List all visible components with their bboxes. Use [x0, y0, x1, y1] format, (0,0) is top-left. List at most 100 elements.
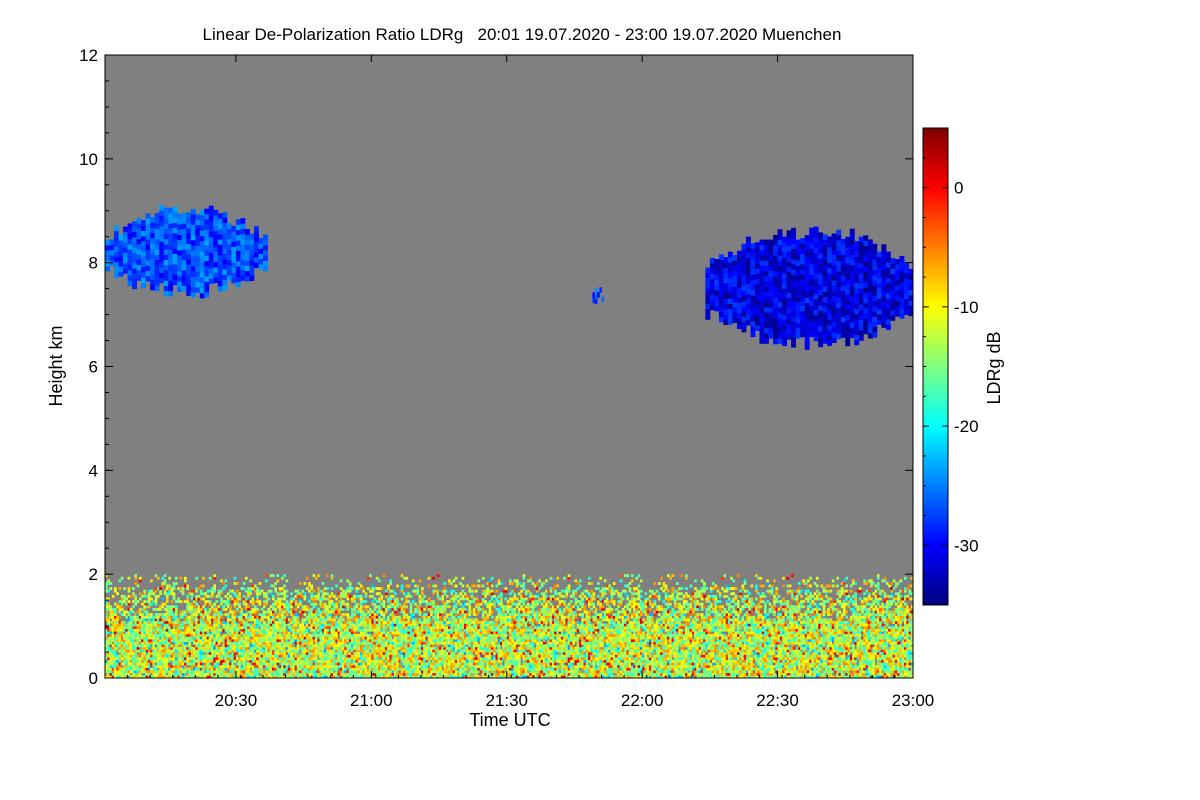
aerosol-cell — [269, 618, 273, 622]
aerosol-cell — [251, 657, 255, 661]
aerosol-cell — [362, 672, 365, 676]
aerosol-cell — [323, 670, 327, 674]
aerosol-cell — [312, 574, 316, 578]
cloud-cell — [908, 300, 913, 306]
aerosol-cell — [337, 670, 341, 674]
aerosol-cell — [371, 613, 374, 616]
aerosol-cell — [387, 662, 390, 666]
aerosol-cell — [222, 607, 226, 611]
aerosol-cell — [244, 623, 248, 627]
aerosol-cell — [263, 670, 266, 674]
aerosol-cell — [278, 597, 282, 601]
aerosol-cell — [305, 662, 309, 666]
aerosol-cell — [269, 628, 273, 632]
aerosol-cell — [305, 649, 309, 653]
aerosol-cell — [333, 649, 336, 653]
aerosol-cell — [373, 623, 377, 627]
aerosol-cell — [357, 602, 361, 606]
cloud-cell — [118, 266, 124, 272]
aerosol-cell — [193, 649, 196, 653]
cloud-cell — [755, 242, 760, 248]
aerosol-cell — [353, 605, 356, 609]
aerosol-cell — [276, 594, 280, 598]
aerosol-cell — [154, 597, 158, 601]
aerosol-cell — [116, 618, 119, 622]
aerosol-cell — [208, 639, 212, 642]
aerosol-cell — [360, 654, 363, 658]
aerosol-cell — [369, 610, 372, 614]
aerosol-cell — [337, 618, 341, 622]
aerosol-cell — [168, 641, 171, 645]
cloud-cell — [222, 222, 228, 229]
aerosol-cell — [161, 602, 165, 606]
cloud-cell — [195, 276, 201, 283]
cloud-cell — [818, 325, 824, 332]
aerosol-cell — [258, 641, 262, 645]
aerosol-cell — [281, 587, 284, 590]
aerosol-cell — [242, 659, 246, 663]
cloud-cell — [136, 259, 142, 266]
aerosol-cell — [375, 644, 379, 648]
aerosol-cell — [258, 675, 262, 678]
aerosol-cell — [156, 665, 160, 668]
aerosol-cell — [211, 607, 214, 611]
cloud-cell — [800, 284, 806, 291]
aerosol-cell — [197, 597, 201, 601]
cloud-cell — [177, 213, 183, 220]
aerosol-cell — [233, 633, 237, 637]
aerosol-cell — [301, 628, 305, 632]
cloud-cell — [876, 314, 882, 320]
aerosol-cell — [193, 607, 196, 611]
aerosol-cell — [317, 623, 320, 627]
cloud-cell — [231, 225, 237, 232]
cloud-cell — [768, 312, 774, 318]
aerosol-cell — [116, 662, 119, 666]
aerosol-cell — [226, 654, 230, 658]
aerosol-cell — [127, 657, 131, 661]
aerosol-cell — [287, 618, 291, 622]
aerosol-cell — [199, 670, 203, 674]
cloud-cell — [226, 244, 232, 250]
aerosol-cell — [231, 652, 235, 655]
aerosol-cell — [159, 657, 162, 661]
aerosol-cell — [382, 639, 386, 642]
cloud-cell — [244, 244, 250, 251]
aerosol-cell — [317, 641, 320, 645]
aerosol-cell — [229, 618, 232, 622]
aerosol-cell — [308, 659, 311, 663]
aerosol-cell — [204, 623, 207, 627]
aerosol-cell — [278, 605, 282, 609]
cloud-cell — [813, 247, 819, 253]
aerosol-cell — [285, 594, 289, 598]
aerosol-cell — [299, 644, 302, 648]
cloud-cell — [809, 248, 815, 254]
cloud-cell — [863, 297, 869, 304]
aerosol-cell — [175, 646, 178, 650]
aerosol-cell — [116, 675, 119, 678]
aerosol-cell — [310, 613, 314, 616]
cloud-cell — [114, 272, 119, 278]
aerosol-cell — [118, 667, 122, 671]
cloud-cell — [804, 297, 810, 303]
aerosol-cell — [159, 670, 162, 674]
aerosol-cell — [249, 665, 253, 668]
aerosol-cell — [208, 646, 212, 650]
aerosol-cell — [190, 610, 194, 614]
cloud-cell — [813, 242, 819, 248]
aerosol-cell — [378, 639, 381, 642]
aerosol-cell — [147, 592, 151, 596]
aerosol-cell — [337, 675, 341, 678]
aerosol-cell — [283, 584, 286, 588]
aerosol-cell — [342, 607, 345, 611]
cloud-cell — [791, 342, 796, 348]
cloud-cell — [759, 307, 765, 313]
cloud-cell — [872, 243, 878, 250]
cloud-cell — [858, 324, 864, 331]
cloud-cell — [795, 275, 801, 282]
aerosol-cell — [134, 626, 137, 629]
cloud-cell — [863, 250, 869, 257]
aerosol-cell — [152, 670, 156, 674]
cloud-cell — [804, 261, 810, 267]
aerosol-cell — [339, 667, 343, 671]
cloud-cell — [791, 248, 796, 255]
